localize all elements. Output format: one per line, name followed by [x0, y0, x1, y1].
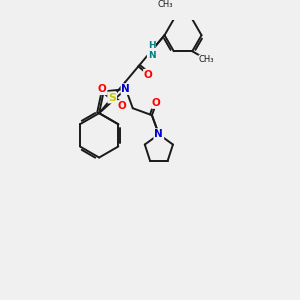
Text: S: S [108, 93, 116, 103]
Text: O: O [118, 101, 127, 111]
Text: N: N [122, 84, 130, 94]
Text: N: N [154, 129, 163, 139]
Text: CH₃: CH₃ [199, 55, 214, 64]
Text: O: O [144, 70, 153, 80]
Text: N: N [154, 129, 163, 139]
Text: O: O [152, 98, 161, 108]
Text: CH₃: CH₃ [158, 0, 173, 9]
Text: H
N: H N [148, 41, 155, 61]
Text: O: O [98, 84, 107, 94]
